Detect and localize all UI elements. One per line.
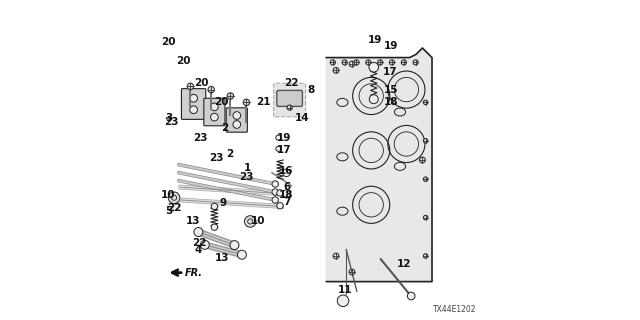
Text: 22: 22 — [284, 78, 299, 88]
Circle shape — [369, 95, 378, 104]
Circle shape — [276, 135, 281, 140]
Text: 12: 12 — [397, 259, 412, 269]
Circle shape — [272, 181, 278, 187]
Circle shape — [283, 169, 290, 177]
Circle shape — [423, 139, 428, 143]
Text: 5: 5 — [166, 206, 173, 216]
Text: 23: 23 — [164, 117, 179, 127]
Text: 8: 8 — [307, 84, 314, 95]
Text: 10: 10 — [161, 190, 175, 200]
Text: 7: 7 — [283, 196, 291, 207]
Circle shape — [283, 190, 290, 197]
Text: 3: 3 — [166, 113, 173, 124]
FancyBboxPatch shape — [274, 83, 306, 117]
Text: 18: 18 — [278, 190, 293, 200]
Text: 17: 17 — [277, 145, 291, 156]
Text: 9: 9 — [219, 198, 227, 208]
Text: 22: 22 — [192, 238, 206, 248]
Circle shape — [233, 121, 241, 128]
Circle shape — [272, 189, 278, 195]
Circle shape — [337, 295, 349, 307]
Text: 2: 2 — [221, 123, 229, 133]
Text: 23: 23 — [239, 172, 253, 182]
Text: 21: 21 — [256, 97, 271, 108]
Circle shape — [230, 241, 239, 250]
Circle shape — [354, 60, 359, 65]
Text: 17: 17 — [383, 67, 397, 77]
Circle shape — [366, 60, 371, 65]
Text: 13: 13 — [215, 252, 230, 263]
Circle shape — [371, 63, 377, 69]
Circle shape — [189, 94, 197, 102]
Circle shape — [389, 60, 394, 65]
Circle shape — [349, 269, 355, 275]
Text: 19: 19 — [277, 132, 291, 143]
Circle shape — [244, 216, 256, 227]
Text: 20: 20 — [194, 78, 209, 88]
Text: FR.: FR. — [185, 268, 203, 278]
Circle shape — [378, 60, 383, 65]
Circle shape — [208, 86, 214, 93]
Polygon shape — [326, 48, 432, 282]
FancyBboxPatch shape — [182, 89, 206, 119]
Circle shape — [233, 112, 241, 119]
Text: 1: 1 — [244, 163, 251, 173]
Circle shape — [330, 60, 335, 65]
Text: 19: 19 — [384, 41, 398, 52]
Circle shape — [211, 224, 218, 230]
Circle shape — [420, 157, 425, 163]
Text: 15: 15 — [384, 84, 399, 95]
Text: 2: 2 — [227, 148, 234, 159]
Circle shape — [276, 146, 281, 151]
Circle shape — [342, 60, 348, 65]
Circle shape — [188, 83, 193, 90]
Circle shape — [423, 100, 428, 105]
Text: 11: 11 — [338, 284, 352, 295]
Text: 16: 16 — [278, 166, 293, 176]
Circle shape — [211, 113, 218, 121]
Circle shape — [369, 62, 379, 72]
FancyBboxPatch shape — [277, 91, 302, 106]
Text: 4: 4 — [194, 244, 202, 255]
FancyBboxPatch shape — [227, 108, 248, 132]
Text: 23: 23 — [193, 133, 207, 143]
Text: 22: 22 — [167, 203, 182, 213]
Circle shape — [227, 93, 234, 99]
Text: 10: 10 — [251, 216, 266, 226]
Text: 13: 13 — [186, 216, 201, 226]
Circle shape — [189, 106, 197, 114]
Circle shape — [237, 250, 246, 259]
Circle shape — [408, 292, 415, 300]
Text: 6: 6 — [283, 182, 291, 192]
Text: 20: 20 — [161, 36, 175, 47]
Circle shape — [423, 177, 428, 181]
Circle shape — [243, 99, 250, 106]
Text: 20: 20 — [214, 97, 229, 108]
Circle shape — [277, 190, 283, 196]
Circle shape — [333, 68, 339, 73]
Text: TX44E1202: TX44E1202 — [433, 305, 477, 314]
Circle shape — [413, 60, 419, 65]
Text: 23: 23 — [209, 153, 224, 164]
Circle shape — [333, 253, 339, 259]
Text: 14: 14 — [294, 113, 309, 124]
Circle shape — [211, 103, 218, 111]
Circle shape — [168, 192, 180, 204]
Text: 20: 20 — [176, 56, 191, 66]
Circle shape — [349, 61, 355, 67]
Text: 19: 19 — [367, 35, 381, 45]
Circle shape — [200, 240, 209, 249]
Circle shape — [423, 254, 428, 258]
Circle shape — [287, 105, 292, 110]
Circle shape — [211, 203, 218, 210]
Circle shape — [401, 60, 406, 65]
FancyBboxPatch shape — [204, 98, 225, 126]
Text: 18: 18 — [384, 97, 399, 108]
Circle shape — [194, 228, 203, 236]
Circle shape — [423, 215, 428, 220]
Circle shape — [272, 197, 278, 203]
Circle shape — [277, 203, 283, 209]
